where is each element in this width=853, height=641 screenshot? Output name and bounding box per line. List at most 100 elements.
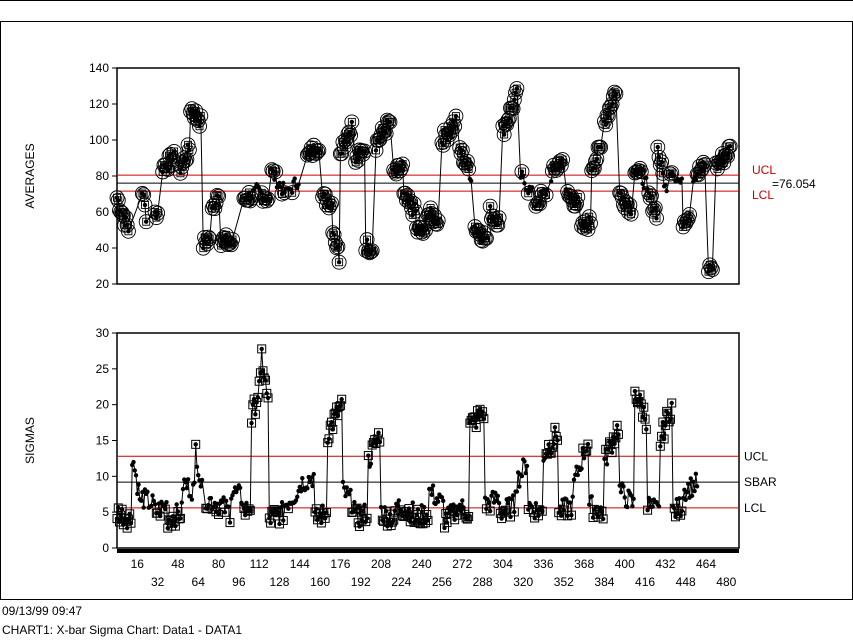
out-of-control-box (410, 199, 418, 208)
data-point (155, 210, 160, 216)
data-point (216, 194, 221, 199)
frame-bottom-border (0, 599, 853, 600)
data-point (138, 498, 144, 503)
x-tick-label-lower: 96 (232, 575, 246, 589)
data-point (468, 178, 474, 184)
data-point (293, 498, 299, 503)
data-point (496, 500, 502, 506)
data-point (300, 475, 305, 481)
data-point (567, 500, 573, 505)
data-point (373, 148, 379, 153)
data-point (653, 205, 658, 210)
data-point (488, 204, 493, 209)
data-point (185, 477, 191, 482)
window-top-bar (0, 0, 853, 22)
out-of-control-box (126, 518, 136, 528)
x-tick-label-lower: 480 (716, 575, 736, 589)
data-point (136, 482, 141, 487)
data-point (149, 503, 154, 509)
data-point (198, 113, 203, 119)
y-tick-label: 5 (102, 505, 109, 519)
data-point (669, 400, 674, 406)
data-point (575, 472, 580, 478)
data-point (684, 489, 690, 495)
data-point (621, 484, 626, 489)
data-point (569, 512, 574, 518)
data-point (329, 419, 334, 425)
out-of-control-box (611, 433, 621, 443)
data-point (561, 507, 567, 513)
out-of-control-box (121, 213, 130, 222)
sbar-label: SBAR (744, 475, 777, 489)
out-of-control-marker (555, 152, 571, 168)
out-of-control-box (214, 509, 224, 519)
data-point (197, 124, 202, 129)
data-point (361, 508, 366, 514)
x-tick-label-upper: 208 (371, 557, 391, 571)
data-point (178, 516, 183, 521)
data-point (650, 504, 655, 509)
out-of-control-box (124, 227, 133, 236)
out-of-control-box (228, 235, 237, 244)
data-point (493, 490, 498, 496)
data-point (444, 520, 450, 525)
data-point (480, 409, 485, 414)
data-point (253, 412, 258, 417)
ucl-label: UCL (752, 163, 776, 177)
x-tick-label-upper: 272 (452, 557, 472, 571)
out-of-control-marker (392, 163, 408, 179)
out-of-control-marker (696, 154, 711, 170)
data-point (141, 192, 146, 197)
data-point (196, 473, 201, 478)
out-of-control-marker (682, 207, 697, 222)
data-point (336, 260, 342, 265)
data-point (505, 501, 511, 506)
data-point (348, 133, 353, 138)
out-of-control-marker (268, 164, 284, 180)
data-point (357, 524, 362, 529)
x-tick-label-lower: 416 (635, 575, 655, 589)
data-point (387, 119, 393, 125)
data-point (588, 221, 593, 226)
out-of-control-box (220, 507, 230, 517)
data-point (260, 368, 266, 373)
data-point (343, 493, 348, 499)
out-of-control-box (360, 147, 369, 155)
out-of-control-box (278, 515, 288, 525)
out-of-control-box (582, 446, 592, 456)
data-point (295, 494, 300, 499)
data-point (514, 489, 520, 494)
x-tick-label-lower: 64 (192, 575, 206, 589)
data-point (668, 417, 673, 422)
data-point (655, 144, 660, 150)
out-of-control-box (464, 165, 473, 173)
x-tick-label-lower: 128 (269, 575, 289, 589)
out-of-control-box (534, 198, 543, 207)
data-point (216, 512, 221, 517)
data-point (142, 202, 148, 208)
data-point (452, 124, 457, 129)
out-of-control-box (247, 194, 256, 203)
data-point (188, 493, 193, 499)
out-of-control-box (368, 246, 377, 255)
data-point (119, 507, 125, 512)
data-point (649, 193, 654, 198)
out-of-control-box (222, 230, 231, 239)
data-point (164, 499, 169, 505)
out-of-control-box (335, 258, 344, 267)
series-line (116, 348, 698, 529)
data-point (141, 505, 146, 510)
out-of-control-marker (225, 232, 240, 247)
out-of-control-box (659, 434, 669, 444)
data-point (229, 496, 234, 501)
data-point (255, 395, 261, 400)
data-point (133, 473, 139, 478)
out-of-control-box (382, 129, 391, 138)
data-point (296, 182, 301, 187)
out-of-control-box (451, 112, 460, 121)
out-of-control-marker (357, 143, 372, 159)
data-point (602, 456, 607, 462)
out-of-control-box (321, 508, 331, 518)
out-of-control-marker (593, 139, 609, 155)
out-of-control-marker (134, 186, 150, 201)
